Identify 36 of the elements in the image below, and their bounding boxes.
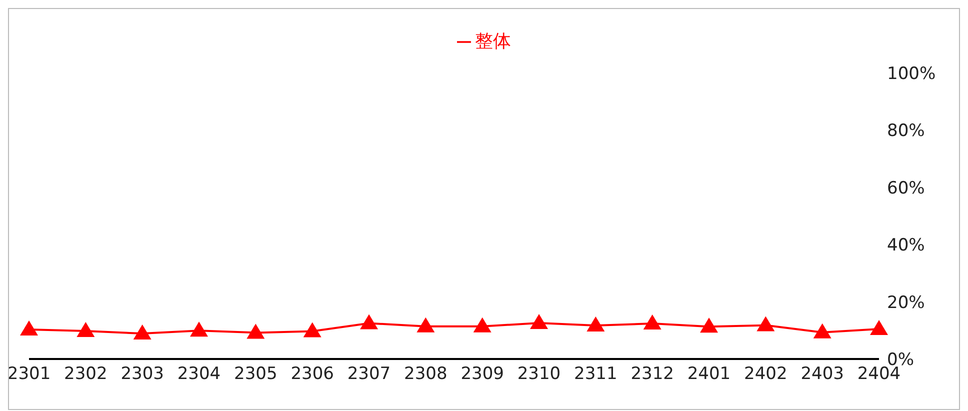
x-tick-label: 2402: [744, 364, 788, 384]
point: [246, 324, 265, 339]
point: [700, 318, 718, 333]
x-tick-label: 2305: [234, 364, 278, 384]
x-tick-label: 2302: [64, 364, 108, 384]
point: [530, 314, 548, 329]
x-tick-label: 2304: [177, 364, 221, 384]
point: [586, 316, 605, 332]
point: [756, 316, 775, 332]
x-tick-label: 2403: [800, 364, 844, 384]
point: [416, 317, 435, 332]
x-tick-label: 2312: [630, 364, 674, 384]
x-tick-label: 2401: [687, 364, 731, 384]
point: [303, 322, 322, 338]
legend-label: 整体: [475, 31, 511, 52]
y-tick-label: 100%: [887, 64, 936, 84]
x-tick-label: 2309: [460, 364, 504, 384]
x-tick-label: 2307: [347, 364, 391, 384]
point: [870, 320, 888, 335]
point: [473, 317, 492, 332]
point: [813, 323, 832, 338]
x-tick-label: 2306: [290, 364, 334, 384]
y-tick-label: 20%: [887, 292, 925, 313]
point: [20, 320, 38, 336]
point: [76, 322, 95, 337]
x-tick-label: 2311: [574, 364, 618, 384]
y-tick-label: 80%: [887, 121, 925, 142]
y-tick-label: 60%: [887, 178, 925, 198]
point: [190, 322, 208, 337]
x-tick-label: 2308: [404, 364, 448, 384]
x-tick-label: 2310: [517, 364, 561, 384]
y-tick-label: 40%: [887, 236, 925, 256]
point: [133, 324, 152, 340]
point: [643, 314, 662, 330]
x-tick-label: 2303: [120, 364, 164, 384]
point: [360, 314, 378, 330]
